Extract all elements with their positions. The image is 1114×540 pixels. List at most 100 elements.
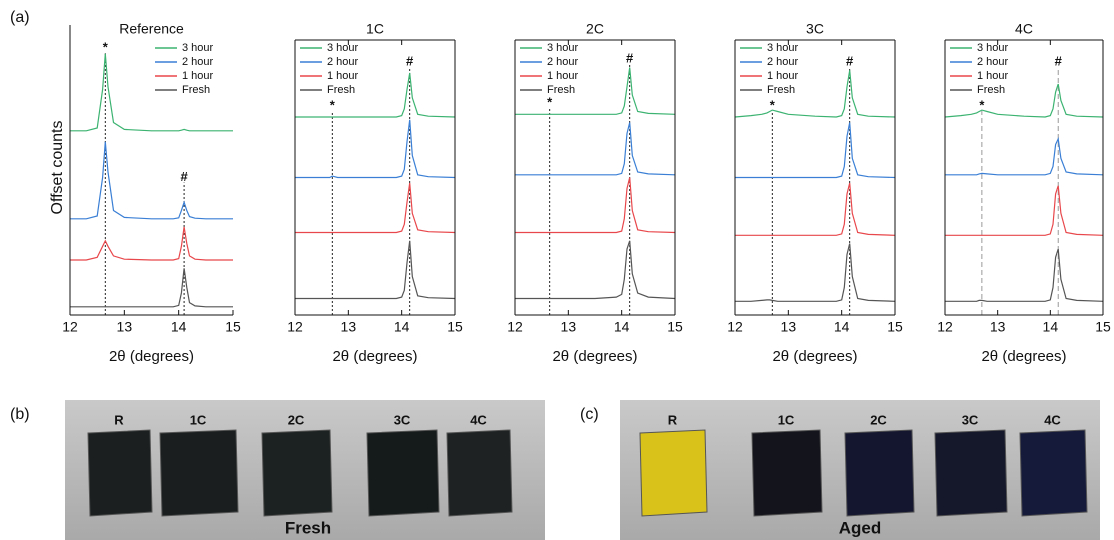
x-tick-label: 13 [341, 319, 357, 335]
series-line [70, 226, 233, 261]
x-tick-label: 12 [937, 319, 953, 335]
x-tick-label: 13 [990, 319, 1006, 335]
sample [934, 429, 1008, 517]
sample-label: 3C [962, 412, 979, 427]
sample-label: 1C [190, 412, 207, 427]
legend-label: 1 hour [977, 70, 1009, 82]
photo-caption: Fresh [285, 518, 331, 537]
sample [844, 429, 915, 517]
panel-label: (c) [580, 406, 599, 423]
sample-label: 2C [288, 412, 305, 427]
legend-label: 3 hour [327, 42, 359, 54]
sample [446, 429, 513, 517]
x-tick-label: 14 [1043, 319, 1059, 335]
sample-label: 3C [394, 412, 411, 427]
sample-label: 2C [870, 412, 887, 427]
x-tick-label: 14 [171, 319, 187, 335]
series-line [70, 141, 233, 220]
panel-label: (a) [10, 9, 30, 26]
sample [261, 429, 333, 517]
series-line [295, 182, 456, 234]
annotation: * [103, 40, 109, 55]
series-line [515, 122, 676, 176]
series-line [515, 177, 676, 234]
annotation: * [770, 97, 776, 112]
x-axis-label: 2θ (degrees) [332, 348, 417, 365]
legend-label: Fresh [547, 84, 575, 96]
series-line [944, 83, 1104, 118]
x-tick-label: 15 [447, 319, 463, 335]
sample [87, 429, 153, 517]
series-line [515, 240, 676, 300]
x-tick-label: 13 [561, 319, 577, 335]
sample-label: R [114, 412, 124, 427]
series-line [295, 72, 456, 118]
annotation: # [626, 51, 634, 66]
photo-caption: Aged [839, 518, 882, 537]
annotation: # [180, 169, 188, 184]
x-tick-label: 15 [887, 319, 903, 335]
legend-label: 3 hour [182, 42, 214, 54]
legend-label: Fresh [977, 84, 1005, 96]
series-line [295, 240, 456, 300]
x-tick-label: 15 [667, 319, 683, 335]
legend-label: 3 hour [767, 42, 799, 54]
chart-title: Reference [119, 21, 184, 37]
x-tick-label: 13 [117, 319, 133, 335]
legend-label: 1 hour [547, 70, 579, 82]
x-tick-label: 14 [614, 319, 630, 335]
panel-label: (b) [10, 406, 30, 423]
x-axis-label: 2θ (degrees) [109, 348, 194, 365]
x-tick-label: 12 [727, 319, 743, 335]
annotation: # [1055, 53, 1063, 68]
series-line [70, 53, 233, 132]
annotation: # [406, 53, 414, 68]
series-line [735, 243, 896, 302]
x-tick-label: 14 [394, 319, 410, 335]
sample [751, 429, 823, 517]
chart-title: 4C [1015, 21, 1033, 37]
sample-label: 1C [778, 412, 795, 427]
x-tick-label: 13 [781, 319, 797, 335]
sample [159, 429, 239, 517]
series-line [945, 185, 1104, 236]
legend-label: Fresh [182, 84, 210, 96]
legend-label: 2 hour [767, 56, 799, 68]
legend-label: 2 hour [547, 56, 579, 68]
x-tick-label: 15 [225, 319, 241, 335]
x-tick-label: 14 [834, 319, 850, 335]
annotation: * [979, 97, 985, 112]
series-line [515, 67, 676, 115]
annotation: * [547, 95, 553, 110]
sample [1019, 429, 1088, 517]
sample-label: R [668, 412, 678, 427]
series-line [70, 268, 233, 308]
annotation: * [330, 97, 336, 112]
series-line [945, 136, 1104, 176]
legend-label: 2 hour [182, 56, 214, 68]
x-tick-label: 12 [287, 319, 303, 335]
sample [639, 429, 708, 517]
legend-label: 1 hour [182, 70, 214, 82]
legend-label: 1 hour [767, 70, 799, 82]
x-axis-label: 2θ (degrees) [772, 348, 857, 365]
x-tick-label: 12 [507, 319, 523, 335]
sample-label: 4C [470, 412, 487, 427]
chart-title: 2C [586, 21, 604, 37]
series-line [945, 248, 1104, 302]
series-line [735, 182, 896, 236]
legend-label: 3 hour [547, 42, 579, 54]
sample [366, 429, 440, 517]
x-axis-label: 2θ (degrees) [552, 348, 637, 365]
series-line [734, 70, 896, 118]
legend-label: Fresh [327, 84, 355, 96]
legend-label: 3 hour [977, 42, 1009, 54]
y-axis-label: Offset counts [49, 121, 66, 215]
chart-title: 1C [366, 21, 384, 37]
x-tick-label: 12 [62, 319, 78, 335]
chart-title: 3C [806, 21, 824, 37]
series-line [735, 122, 896, 179]
legend-label: 2 hour [327, 56, 359, 68]
annotation: # [846, 53, 854, 68]
